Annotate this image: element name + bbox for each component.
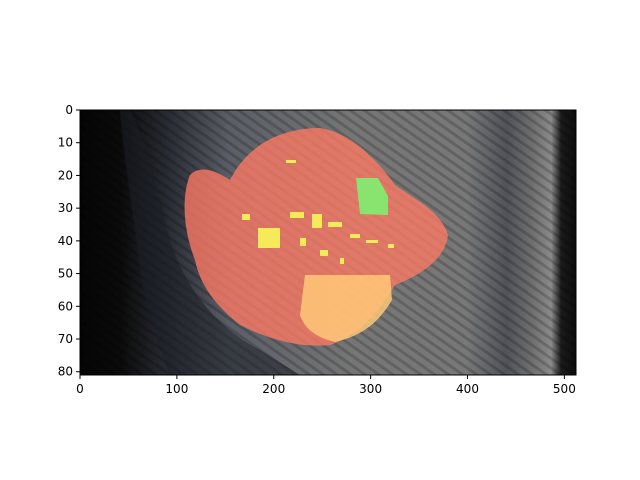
y-axis-ticks: 0 10 20 30 40 50 60 70 80 (58, 103, 80, 379)
y-tick-label: 30 (58, 201, 73, 215)
y-tick-label: 50 (58, 267, 73, 281)
x-tick-label: 400 (456, 382, 479, 396)
y-tick-label: 70 (58, 332, 73, 346)
overlay-orange-region (300, 275, 392, 342)
x-tick-label: 300 (359, 382, 382, 396)
y-tick-label: 40 (58, 234, 73, 248)
y-tick-label: 60 (58, 299, 73, 313)
x-tick-label: 500 (553, 382, 576, 396)
plot-axes: 0 100 200 300 400 500 0 10 20 30 40 50 60 70 80 (58, 103, 577, 396)
overlay-green-region (356, 178, 388, 215)
y-tick-label: 0 (65, 103, 73, 117)
x-tick-label: 0 (76, 382, 84, 396)
image-layer (80, 110, 576, 375)
x-axis-ticks: 0 100 200 300 400 500 (76, 375, 576, 396)
overlay-yellow-speckles (242, 160, 394, 264)
axes-frame (79, 109, 577, 376)
x-tick-label: 200 (262, 382, 285, 396)
ct-dark-contour (120, 110, 300, 375)
x-tick-label: 100 (165, 382, 188, 396)
y-tick-label: 80 (58, 365, 73, 379)
y-tick-label: 20 (58, 168, 73, 182)
y-tick-label: 10 (58, 136, 73, 150)
